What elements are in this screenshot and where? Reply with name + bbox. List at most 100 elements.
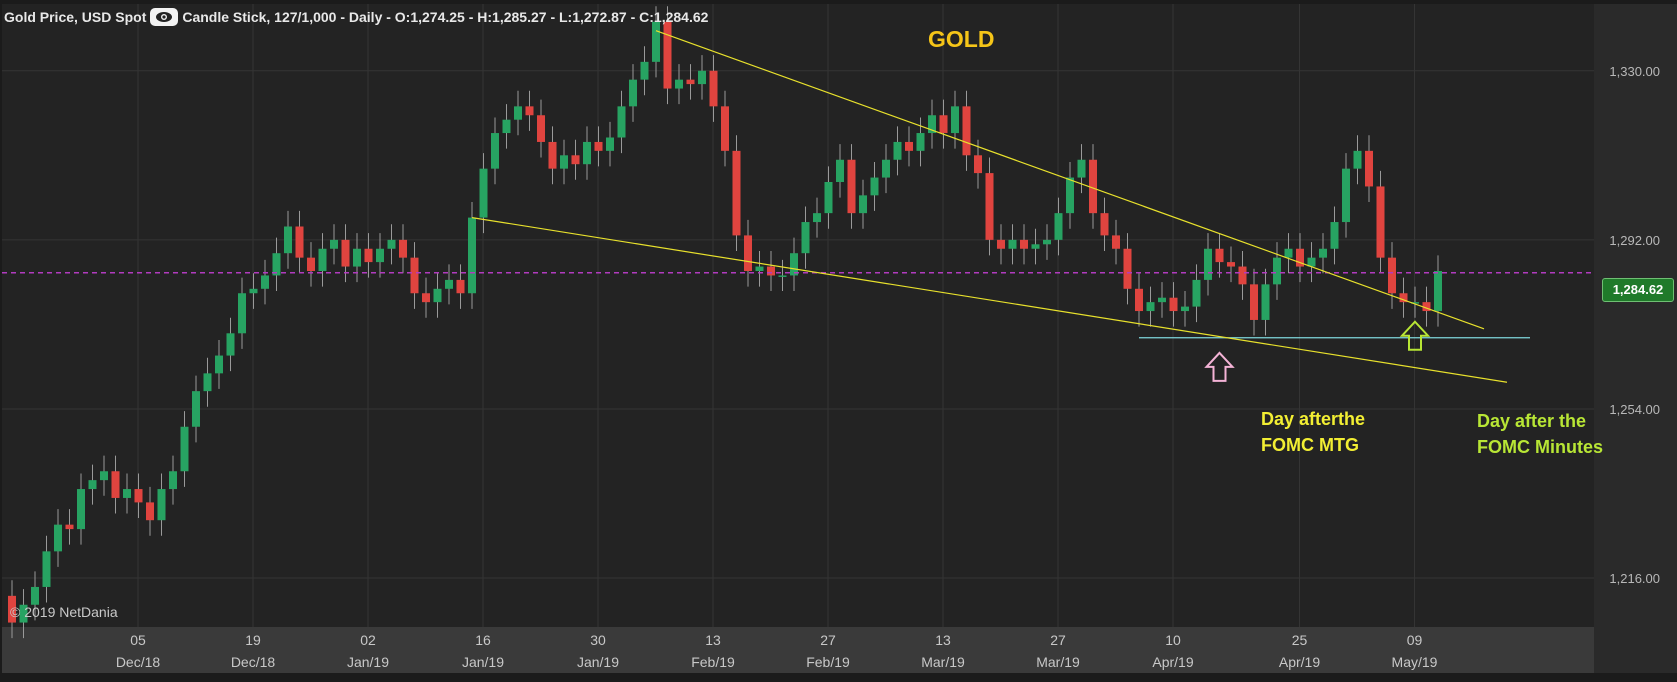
candle-down <box>1388 257 1396 294</box>
candle-down <box>111 471 120 498</box>
fomc-minutes-line-2: FOMC Minutes <box>1477 437 1603 457</box>
y-tick-label: 1,216.00 <box>1609 571 1660 586</box>
candle-up <box>824 182 833 214</box>
candle-down <box>422 293 430 303</box>
x-tick-day: 19 <box>245 632 261 648</box>
candle-down <box>1238 266 1247 285</box>
candle-up <box>468 217 476 294</box>
candle-down <box>962 106 971 156</box>
candle-up <box>1330 222 1339 249</box>
candle-up <box>169 471 177 490</box>
candle-up <box>1054 213 1063 240</box>
candle-down <box>1135 288 1143 312</box>
lower-trendline <box>471 217 1508 383</box>
candle-down <box>364 248 373 263</box>
x-tick-month: Jan/19 <box>347 654 389 670</box>
candle-up <box>433 288 442 303</box>
candle-up <box>249 288 258 294</box>
candle-up <box>1077 159 1086 178</box>
candle-up <box>353 248 361 267</box>
candle-down <box>1215 248 1224 263</box>
candle-down <box>905 141 913 151</box>
candle-up <box>31 586 39 605</box>
x-axis-band <box>2 627 1594 673</box>
x-tick-month: Mar/19 <box>921 654 965 670</box>
x-tick-day: 16 <box>475 632 491 648</box>
candle-up <box>755 266 764 271</box>
candle-down <box>1227 262 1235 267</box>
candle-up <box>1192 279 1201 307</box>
current-price-tag: 1,284.62 <box>1602 278 1674 302</box>
green-up-arrow-icon <box>1399 320 1431 351</box>
candle-up <box>284 226 292 254</box>
candle-up <box>42 551 51 587</box>
candle-up <box>445 279 453 289</box>
candle-up <box>77 489 85 530</box>
x-tick-day: 13 <box>705 632 721 648</box>
x-tick-day: 30 <box>590 632 606 648</box>
candle-up <box>1307 257 1316 267</box>
candle-up <box>652 21 660 62</box>
candle-down <box>985 173 994 240</box>
candle-up <box>1342 168 1350 223</box>
copyright-text: © 2019 NetDania <box>10 604 118 620</box>
x-tick-day: 25 <box>1292 632 1308 648</box>
candle-up <box>1284 248 1293 258</box>
candle-up <box>1008 239 1017 249</box>
candle-down <box>663 21 672 89</box>
candle-up <box>318 248 327 271</box>
x-tick-day: 27 <box>820 632 836 648</box>
x-tick-month: Apr/19 <box>1279 654 1320 670</box>
plot-area <box>2 4 1594 627</box>
candle-down <box>1296 248 1304 267</box>
candle-down <box>997 239 1005 249</box>
candle-up <box>859 195 867 214</box>
candle-up <box>1261 284 1270 320</box>
candle-down <box>1365 150 1373 187</box>
candle-down <box>1112 235 1120 249</box>
x-tick-day: 27 <box>1050 632 1066 648</box>
x-tick-month: Jan/19 <box>577 654 619 670</box>
candle-up <box>1353 150 1362 169</box>
candle-up <box>54 524 62 552</box>
candle-down <box>939 115 948 134</box>
x-tick-month: Dec/18 <box>231 654 276 670</box>
fomc-minutes-annotation: Day after the FOMC Minutes <box>1477 408 1603 460</box>
candle-down <box>1123 248 1132 289</box>
x-tick-day: 13 <box>935 632 951 648</box>
candle-up <box>1043 239 1051 245</box>
x-tick-month: Feb/19 <box>691 654 735 670</box>
candle-up <box>606 137 614 151</box>
x-tick-day: 02 <box>360 632 376 648</box>
candle-down <box>341 239 350 267</box>
candle-down <box>65 524 74 530</box>
candle-up <box>491 133 499 169</box>
candle-up <box>261 275 269 289</box>
candle-up <box>88 480 97 490</box>
eye-icon[interactable] <box>150 8 179 26</box>
candle-down <box>974 155 982 174</box>
candle-up <box>617 106 626 138</box>
candle-down <box>744 235 752 271</box>
candle-up <box>1146 302 1155 312</box>
candle-up <box>1273 257 1281 285</box>
candle-up <box>387 239 396 249</box>
candle-down <box>410 257 419 294</box>
candle-up <box>916 133 925 151</box>
candle-up <box>1158 297 1166 303</box>
pink-up-arrow-icon <box>1204 351 1235 382</box>
x-tick-day: 09 <box>1407 632 1423 648</box>
candle-down <box>686 79 695 85</box>
fomc-mtg-annotation: Day afterthe FOMC MTG <box>1261 406 1365 458</box>
x-tick-month: Feb/19 <box>806 654 850 670</box>
candle-down <box>1100 213 1109 236</box>
candle-up <box>502 119 511 134</box>
candle-up <box>180 426 189 472</box>
candle-down <box>399 239 407 258</box>
x-tick-day: 05 <box>130 632 146 648</box>
candle-up <box>951 106 959 134</box>
y-tick-label: 1,254.00 <box>1609 402 1660 417</box>
instrument-title: Gold Price, USD Spot <box>4 9 147 25</box>
candle-up <box>640 61 649 80</box>
